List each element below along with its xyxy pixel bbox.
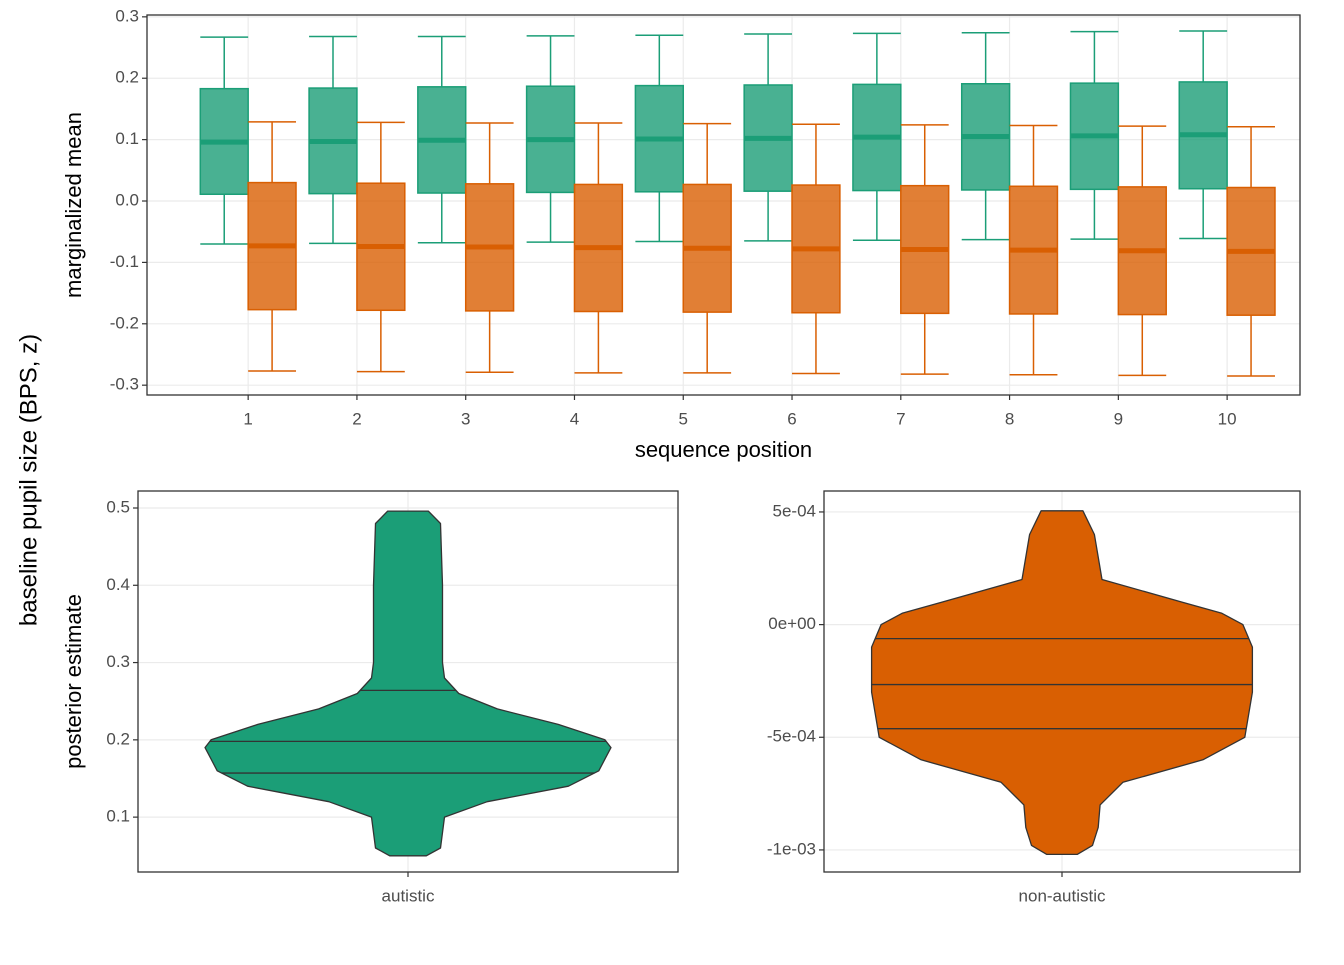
- x-axis-label: sequence position: [635, 437, 812, 462]
- y-axis-label: marginalized mean: [61, 112, 86, 298]
- y-tick-label: 0e+00: [768, 614, 816, 633]
- y-tick-label: -0.3: [110, 375, 139, 394]
- y-tick-label: 0.1: [115, 129, 139, 148]
- x-tick-label: autistic: [382, 886, 435, 905]
- x-tick-label: 4: [570, 409, 579, 428]
- y-axis-label: posterior estimate: [61, 594, 86, 769]
- panel-border: [823, 490, 1301, 873]
- x-tick-label: 2: [352, 409, 361, 428]
- shared-y-label: baseline pupil size (BPS, z): [15, 334, 42, 626]
- y-tick-label: 5e-04: [773, 501, 816, 520]
- y-tick-label: 0.4: [106, 575, 130, 594]
- y-tick-label: 0.3: [106, 652, 130, 671]
- y-tick-label: 0.2: [106, 729, 130, 748]
- x-tick-label: 3: [461, 409, 470, 428]
- y-tick-label: -1e-03: [767, 839, 816, 858]
- y-tick-label: 0.1: [106, 807, 130, 826]
- x-tick-label: 10: [1218, 409, 1237, 428]
- y-tick-label: 0.5: [106, 497, 130, 516]
- violin: [870, 510, 1254, 856]
- x-tick-label: 1: [243, 409, 252, 428]
- x-tick-label: 7: [896, 409, 905, 428]
- y-tick-label: 0.3: [115, 6, 139, 25]
- violin: [204, 510, 612, 857]
- y-tick-label: -5e-04: [767, 727, 816, 746]
- y-tick-label: -0.2: [110, 313, 139, 332]
- x-tick-label: 5: [679, 409, 688, 428]
- x-tick-label: 6: [787, 409, 796, 428]
- y-tick-label: 0.0: [115, 190, 139, 209]
- y-tick-label: -0.1: [110, 252, 139, 271]
- x-tick-label: 9: [1114, 409, 1123, 428]
- panel-border: [137, 490, 679, 873]
- x-tick-label: non-autistic: [1019, 886, 1106, 905]
- panel-border: [146, 14, 1301, 396]
- x-tick-label: 8: [1005, 409, 1014, 428]
- y-tick-label: 0.2: [115, 68, 139, 87]
